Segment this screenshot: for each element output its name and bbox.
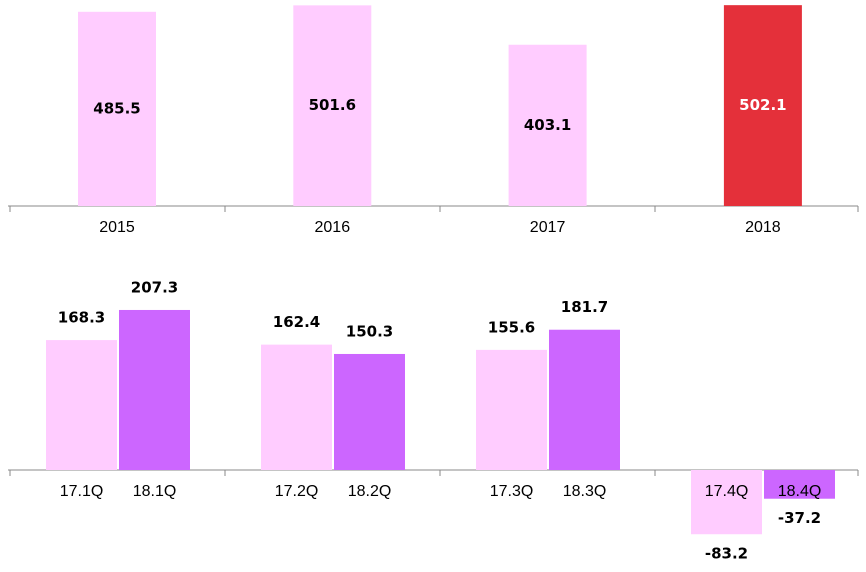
value-label: 155.6 bbox=[488, 318, 535, 336]
value-label: 207.3 bbox=[131, 278, 178, 296]
bar bbox=[334, 353, 405, 470]
x-tick-label: 2015 bbox=[99, 219, 135, 236]
x-tick-label: 18.4Q bbox=[778, 483, 822, 500]
bar bbox=[78, 11, 156, 206]
bar bbox=[508, 44, 587, 207]
x-tick-label: 2018 bbox=[745, 219, 781, 236]
value-label: 502.1 bbox=[739, 96, 786, 114]
value-label: 403.1 bbox=[524, 116, 571, 134]
value-label: 501.6 bbox=[309, 96, 356, 114]
value-label: 162.4 bbox=[273, 313, 320, 331]
value-label: -37.2 bbox=[778, 509, 821, 527]
x-tick-label: 18.3Q bbox=[563, 483, 607, 500]
bar bbox=[261, 344, 332, 470]
bar bbox=[549, 329, 620, 470]
x-tick-label: 17.4Q bbox=[705, 483, 749, 500]
x-tick-label: 2017 bbox=[530, 219, 566, 236]
value-label: 181.7 bbox=[561, 298, 608, 316]
value-label: 150.3 bbox=[346, 322, 393, 340]
bar bbox=[691, 470, 762, 535]
bar bbox=[723, 5, 802, 206]
bar bbox=[293, 5, 372, 206]
bar bbox=[764, 470, 835, 499]
bar bbox=[46, 340, 117, 470]
x-tick-label: 18.1Q bbox=[133, 483, 177, 500]
x-tick-label: 18.2Q bbox=[348, 483, 392, 500]
x-tick-label: 17.3Q bbox=[490, 483, 534, 500]
value-label: -83.2 bbox=[705, 545, 748, 563]
x-tick-label: 2016 bbox=[315, 219, 351, 236]
bar bbox=[119, 309, 190, 470]
x-tick-label: 17.2Q bbox=[275, 483, 319, 500]
value-label: 485.5 bbox=[93, 99, 140, 117]
value-label: 168.3 bbox=[58, 309, 105, 327]
bar bbox=[476, 349, 547, 470]
x-tick-label: 17.1Q bbox=[60, 483, 104, 500]
